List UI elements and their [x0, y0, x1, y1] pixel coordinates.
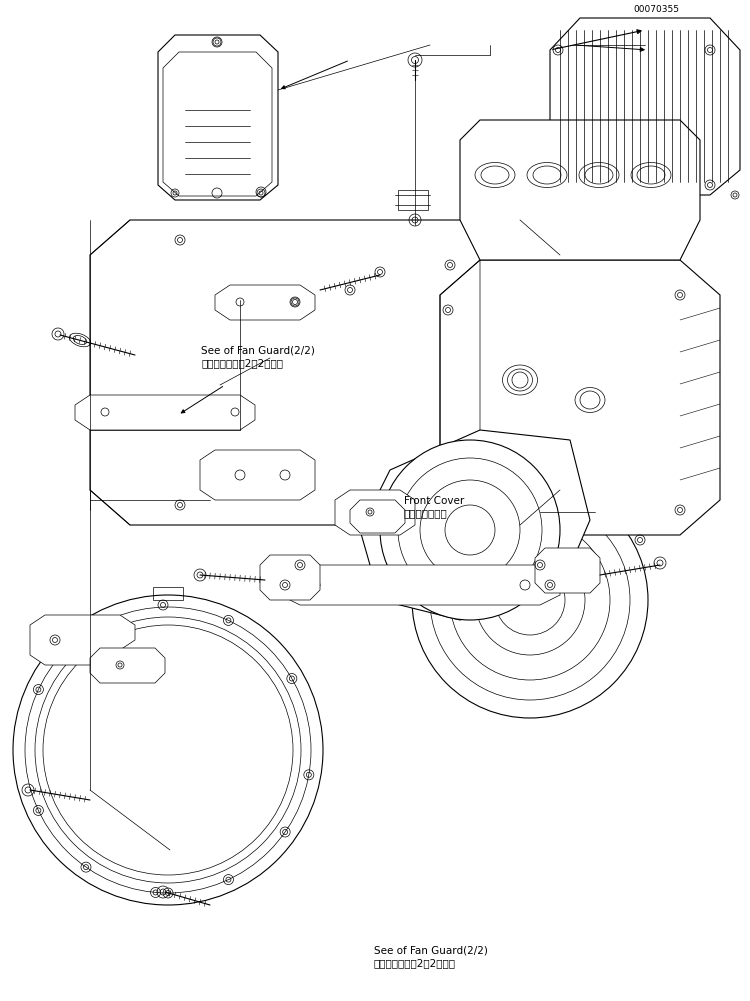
Polygon shape [550, 18, 740, 195]
Text: 00070355: 00070355 [634, 5, 680, 14]
Circle shape [412, 482, 648, 718]
Text: ファンガード（2／2）参照: ファンガード（2／2）参照 [374, 959, 455, 968]
Polygon shape [360, 430, 590, 620]
Text: See of Fan Guard(2/2): See of Fan Guard(2/2) [374, 946, 488, 956]
Polygon shape [335, 490, 415, 535]
Text: See of Fan Guard(2/2): See of Fan Guard(2/2) [201, 345, 315, 355]
Polygon shape [460, 120, 700, 260]
Polygon shape [75, 395, 255, 430]
Polygon shape [158, 35, 278, 200]
Text: Front Cover: Front Cover [404, 495, 464, 506]
Polygon shape [535, 548, 600, 593]
Polygon shape [280, 565, 560, 605]
Polygon shape [215, 285, 315, 320]
Circle shape [380, 440, 560, 620]
Polygon shape [30, 615, 135, 665]
Polygon shape [260, 555, 320, 600]
Text: ファンガード（2／2）参照: ファンガード（2／2）参照 [201, 358, 283, 367]
Polygon shape [440, 260, 720, 535]
Polygon shape [90, 220, 560, 525]
Polygon shape [200, 450, 315, 500]
Polygon shape [90, 648, 165, 683]
Text: フロントカバー: フロントカバー [404, 509, 447, 518]
